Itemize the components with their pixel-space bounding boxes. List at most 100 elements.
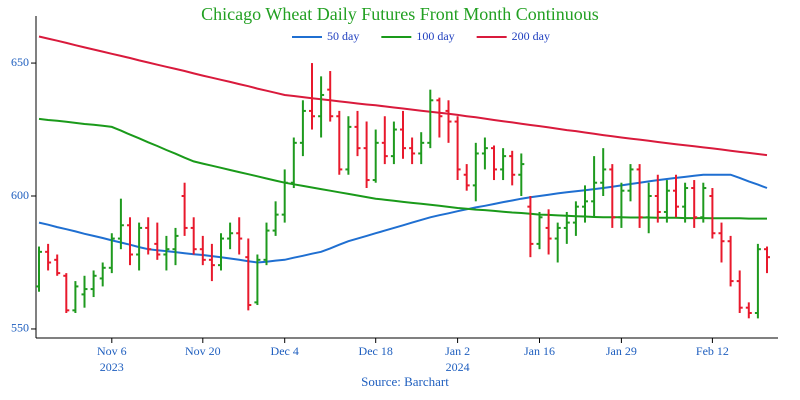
y-tick-label: 600: [11, 188, 29, 202]
ohlc-bar: [764, 246, 770, 274]
ohlc-bar: [527, 196, 534, 258]
ohlc-bar: [500, 148, 507, 181]
ohlc-bar: [299, 100, 306, 157]
ohlc-bar: [163, 235, 170, 271]
ohlc-bar: [99, 262, 106, 287]
source-note: Source: Barchart: [361, 374, 449, 389]
ohlc-bar: [427, 89, 434, 149]
ohlc-bar: [199, 235, 206, 266]
ohlc-bar: [445, 100, 452, 143]
ohlc-bar: [36, 246, 42, 292]
ohlc-bar: [582, 185, 588, 223]
ohlc-bar: [372, 129, 379, 183]
legend: 50 day 100 day 200 day: [292, 29, 550, 43]
ohlc-bar: [718, 222, 725, 263]
ohlc-bar: [63, 273, 70, 314]
ohlc-bar: [491, 145, 497, 181]
x-tick-label: Jan 16: [524, 344, 555, 358]
ohlc-bar: [673, 174, 679, 218]
x-year-label: 2023: [100, 360, 124, 374]
ohlc-bar: [700, 182, 707, 223]
chart-title: Chicago Wheat Daily Futures Front Month …: [201, 4, 599, 24]
ohlc-bar: [190, 217, 197, 255]
ohlc-bar: [472, 142, 479, 202]
ohlc-bar: [381, 116, 388, 165]
ohlc-bar: [754, 243, 761, 319]
ohlc-bar: [254, 254, 261, 306]
ohlc-bar: [682, 182, 689, 223]
ohlc-bar: [654, 174, 661, 223]
ohlc-bar: [463, 164, 470, 191]
ohlc-bar: [518, 153, 525, 197]
ohlc-bar: [154, 222, 161, 260]
ohlc-bar: [663, 180, 670, 223]
ohlc-bar: [363, 121, 370, 189]
ohlc-bar: [309, 63, 315, 130]
ma-line: [38, 117, 767, 220]
ma-line: [38, 173, 768, 264]
ohlc-bar: [609, 164, 616, 228]
ohlc-bar: [572, 201, 579, 236]
ohlc-bar: [418, 132, 425, 165]
ohlc-bar: [336, 110, 343, 175]
ohlc-bar: [281, 169, 288, 223]
ohlc-bar: [236, 217, 243, 255]
x-tick-label: Dec 4: [271, 344, 299, 358]
ohlc-bar: [172, 227, 179, 266]
legend-label: 50 day: [327, 29, 359, 43]
ohlc-bar: [618, 182, 625, 228]
ohlc-bar: [72, 281, 79, 314]
ohlc-bar: [390, 121, 397, 165]
ohlc-bar: [727, 235, 734, 287]
y-tick-label: 550: [11, 321, 29, 335]
x-tick-label: Jan 29: [606, 344, 637, 358]
ohlc-bar: [736, 270, 743, 314]
ohlc-bar: [409, 137, 416, 165]
ohlc-bar: [627, 164, 634, 202]
y-tick-label: 650: [11, 55, 29, 69]
ohlc-bar: [509, 150, 516, 186]
ohlc-bar: [591, 156, 598, 218]
ohlc-bar: [354, 110, 361, 157]
ohlc-bar: [54, 254, 61, 276]
ohlc-bar: [691, 180, 698, 228]
ohlc-bar: [208, 243, 215, 282]
x-tick-label: Dec 18: [359, 344, 393, 358]
ohlc-bar: [481, 137, 488, 170]
ohlc-bar: [181, 182, 188, 236]
x-tick-label: Jan 2: [445, 344, 470, 358]
ohlc-bar: [145, 217, 152, 255]
x-tick-label: Feb 12: [696, 344, 729, 358]
x-tick-label: Nov 20: [185, 344, 221, 358]
ohlc-bar: [272, 201, 279, 236]
ohlc-bar: [745, 302, 752, 319]
ohlc-bar: [81, 275, 88, 308]
legend-label: 200 day: [512, 29, 550, 43]
ohlc-bar: [290, 137, 297, 189]
x-year-label: 2024: [446, 360, 470, 374]
ohlc-bar: [563, 211, 570, 244]
ohlc-bar: [545, 209, 552, 255]
ohlc-bar: [345, 116, 352, 175]
ohlc-bar: [117, 198, 124, 250]
ohlc-bar: [318, 76, 325, 138]
ohlc-bar: [136, 222, 143, 271]
ohlc-bar: [454, 116, 461, 181]
ohlc-bar: [227, 222, 234, 250]
legend-label: 100 day: [416, 29, 454, 43]
ma-line: [38, 35, 768, 157]
ohlc-bar: [263, 222, 270, 266]
ohlc-bar: [536, 211, 543, 250]
ohlc-bar: [327, 71, 334, 122]
ohlc-bar: [218, 233, 224, 271]
ohlc-bar: [645, 182, 652, 234]
ohlc-bar: [709, 188, 716, 239]
ohlc-bar: [400, 110, 406, 159]
ohlc-bar: [45, 243, 52, 271]
ohlc-bar: [127, 217, 133, 266]
ohlc-bar: [108, 233, 115, 274]
ohlc-bar: [636, 164, 643, 228]
ohlc-bar: [436, 97, 443, 138]
